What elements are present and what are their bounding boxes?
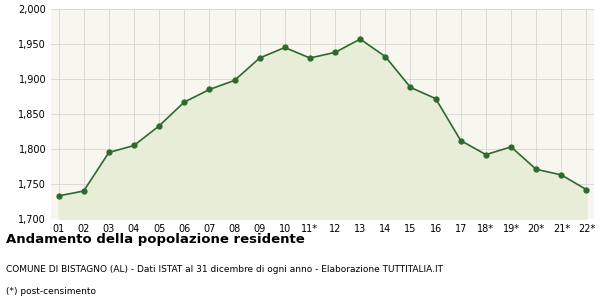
Text: COMUNE DI BISTAGNO (AL) - Dati ISTAT al 31 dicembre di ogni anno - Elaborazione : COMUNE DI BISTAGNO (AL) - Dati ISTAT al …: [6, 266, 443, 274]
Text: Andamento della popolazione residente: Andamento della popolazione residente: [6, 232, 305, 245]
Text: (*) post-censimento: (*) post-censimento: [6, 286, 96, 296]
